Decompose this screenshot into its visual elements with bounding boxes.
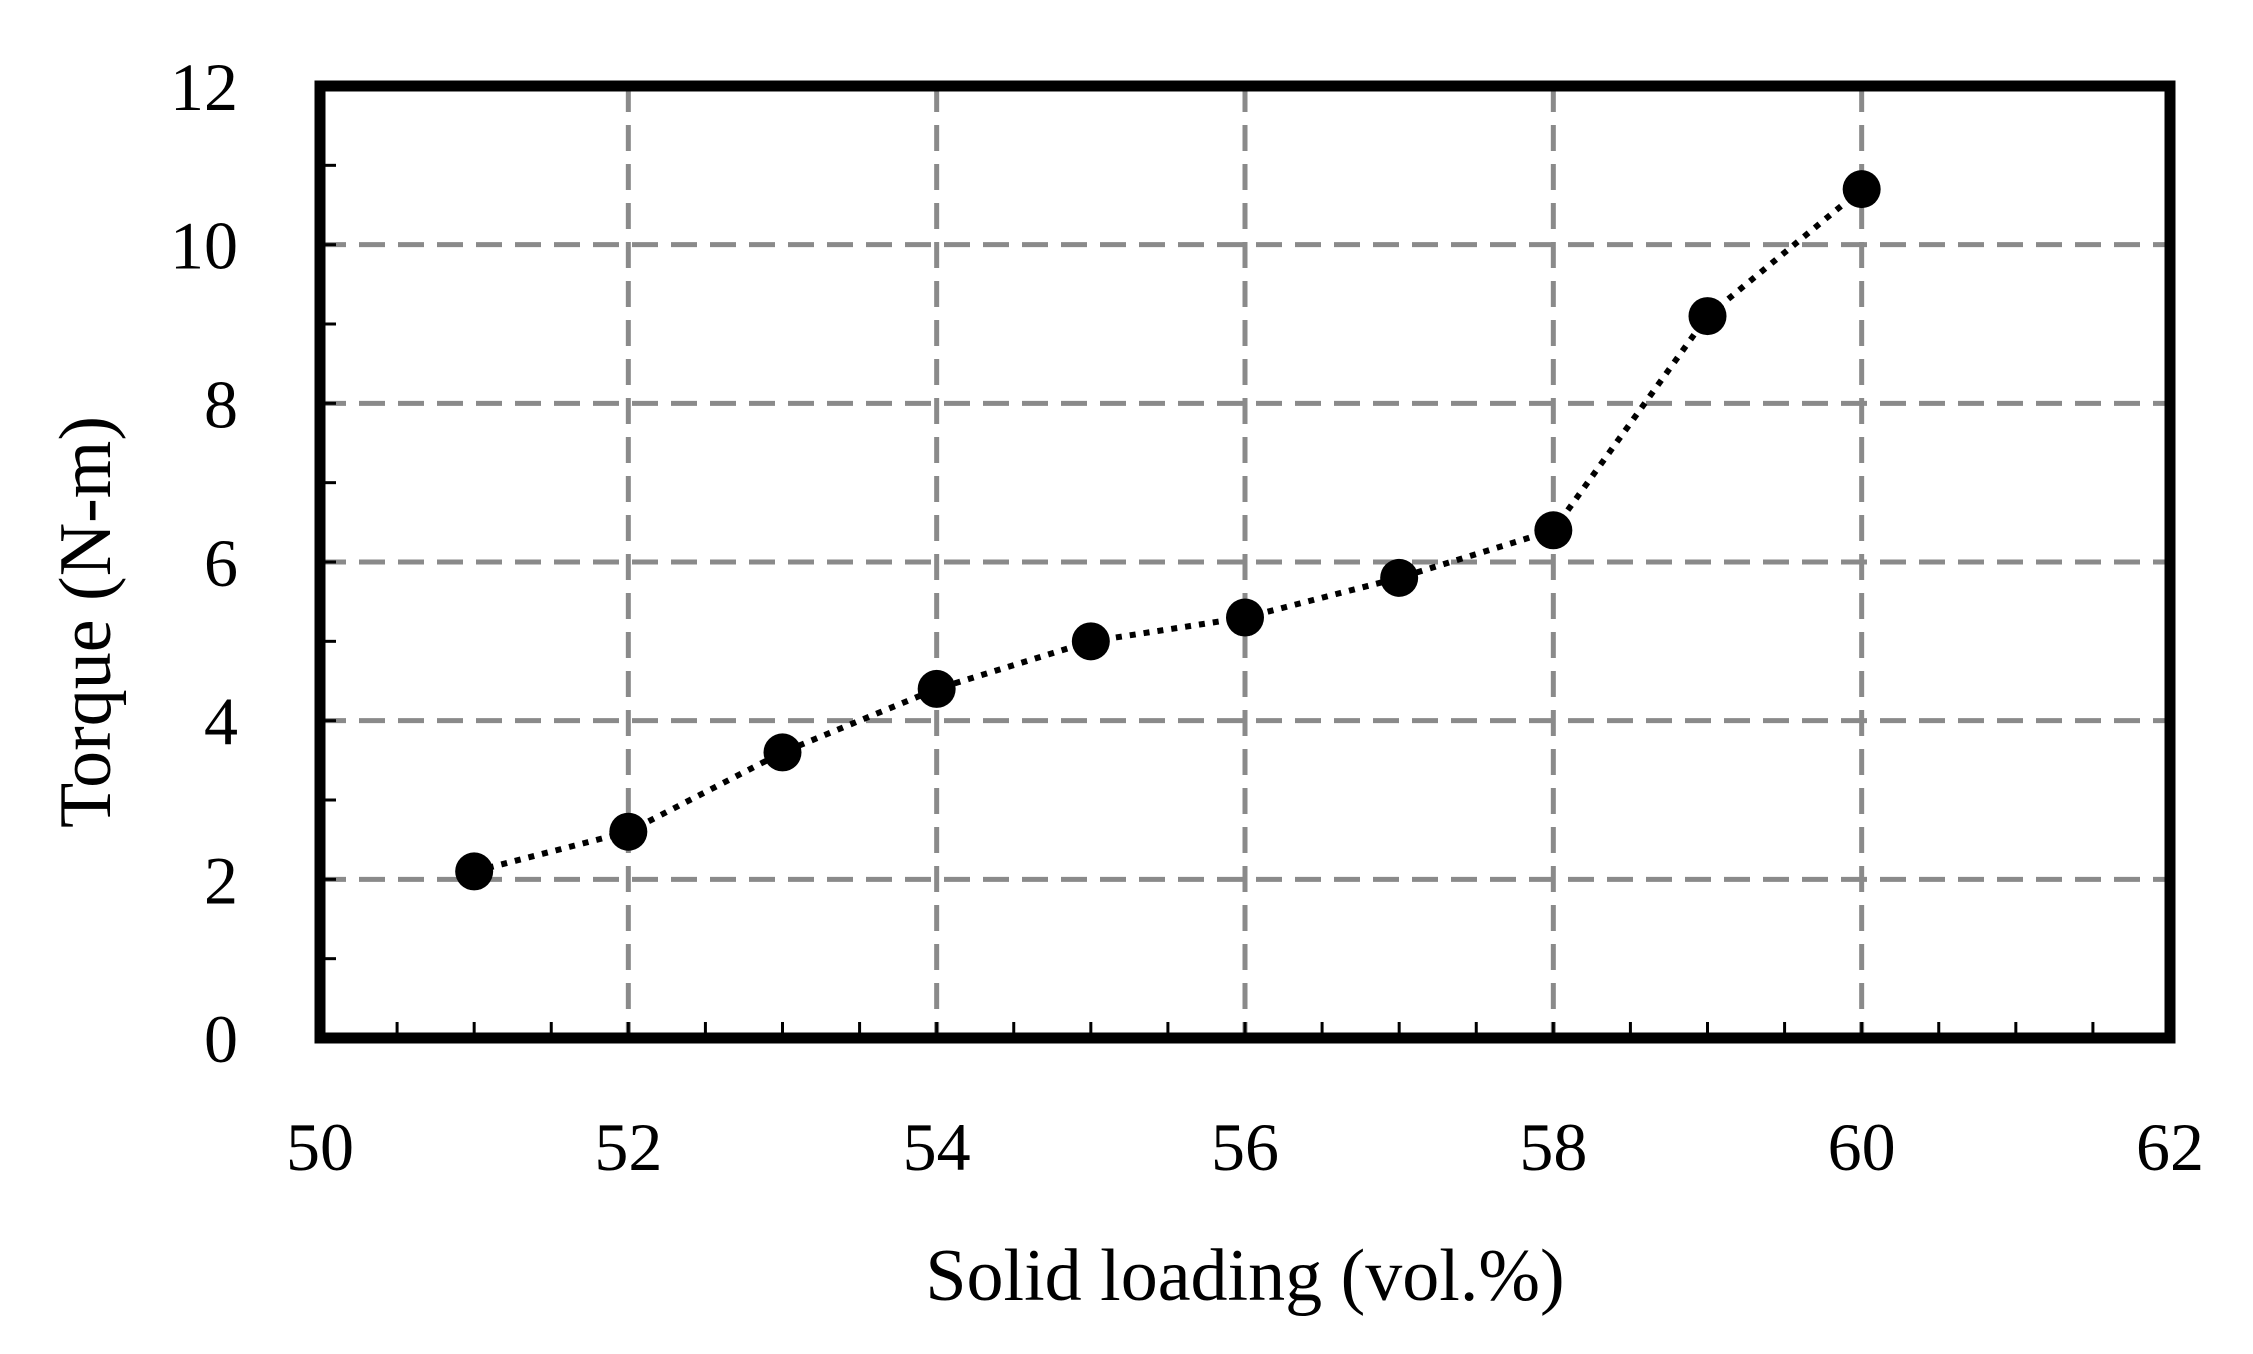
x-tick-label: 52 — [594, 1109, 662, 1185]
y-tick-labels: 0 2 4 6 8 10 12 — [170, 49, 238, 1077]
y-axis-title: Torque (N-m) — [45, 416, 127, 828]
data-point — [1226, 598, 1264, 637]
y-tick-label: 10 — [170, 208, 238, 284]
x-tick-label: 50 — [286, 1109, 354, 1185]
data-point — [1380, 558, 1419, 597]
data-point — [1071, 622, 1110, 661]
x-tick-label: 54 — [903, 1109, 971, 1185]
data-point — [763, 733, 802, 772]
x-tick-label: 58 — [1519, 1109, 1587, 1185]
x-axis-title: Solid loading (vol.%) — [925, 1235, 1564, 1317]
trend-line — [473, 186, 1864, 875]
y-tick-label: 2 — [204, 842, 238, 918]
data-point — [1842, 170, 1881, 209]
y-tick-label: 4 — [204, 684, 238, 760]
data-point — [1534, 511, 1573, 550]
y-tick-label: 6 — [204, 525, 238, 601]
x-tick-label: 56 — [1211, 1109, 1279, 1185]
x-tick-label: 60 — [1828, 1109, 1896, 1185]
data-points — [455, 170, 1881, 891]
x-tick-label: 62 — [2136, 1109, 2204, 1185]
plot-frame — [314, 80, 2176, 1044]
y-tick-label: 8 — [204, 366, 238, 442]
data-point — [609, 812, 648, 851]
minor-ticks — [320, 163, 2095, 1038]
data-point — [1688, 297, 1727, 336]
grid-lines — [320, 86, 2170, 1038]
y-tick-label: 12 — [170, 49, 238, 125]
x-tick-labels: 50 52 54 56 58 60 62 — [286, 1109, 2204, 1185]
data-point — [917, 669, 956, 708]
data-point — [455, 852, 494, 891]
y-tick-label: 0 — [204, 1001, 238, 1077]
